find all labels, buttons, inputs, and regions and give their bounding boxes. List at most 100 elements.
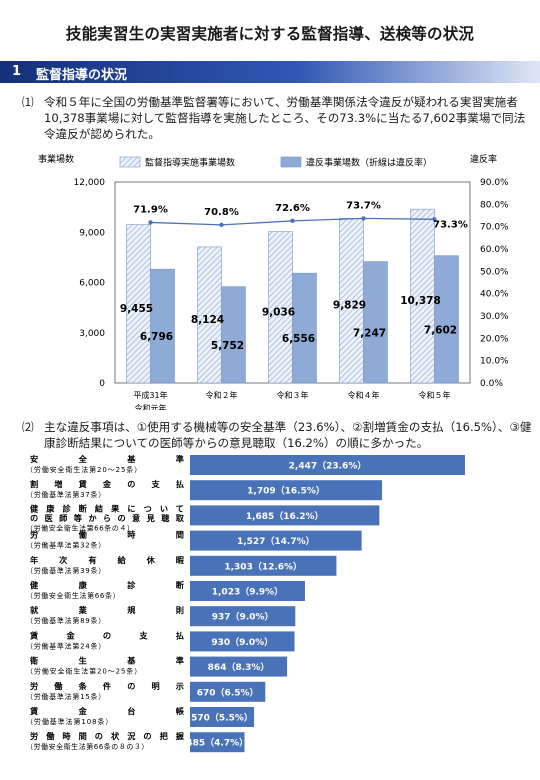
category-label: 令和元年 (135, 403, 167, 410)
bar-inspected (197, 246, 222, 384)
label-inspected: 10,378 (400, 295, 441, 307)
violation-bar (190, 631, 295, 652)
violation-item-label: 賃金の支払 (29, 630, 184, 640)
label-violation: 6,556 (282, 333, 315, 345)
category-label: 令和４年 (348, 390, 380, 400)
label-violation: 6,796 (140, 331, 173, 343)
right-tick-label: 50.0% (480, 267, 509, 277)
label-violation: 5,752 (211, 340, 244, 352)
violation-bar-label: 570（5.5%） (191, 713, 253, 724)
violation-item-law: （労働基準法第24条） (26, 641, 105, 650)
right-tick-label: 60.0% (480, 245, 509, 255)
violation-item-law: （労働安全衛生法第20～25条） (26, 667, 141, 676)
violation-item-label: 年次有給休暇 (30, 555, 185, 565)
violation-item-label: 健康診断結果について (30, 503, 184, 513)
violation-bar-label: 864（8.3%） (208, 662, 270, 673)
right-tick-label: 10.0% (480, 357, 509, 367)
label-violation: 7,247 (353, 327, 386, 339)
violation-bar-label: 485（4.7%） (186, 738, 248, 749)
paragraph-2-text: 主な違反事項は、①使用する機械等の安全基準（23.6%）、②割増賃金の支払（16… (44, 420, 532, 450)
rate-point (290, 218, 295, 224)
rate-label: 70.8% (204, 207, 239, 218)
right-tick-label: 80.0% (480, 200, 509, 210)
left-tick-label: 9,000 (79, 228, 105, 238)
legend-swatch-violation (280, 156, 302, 168)
violation-item-law: （労働基準法第37条） (26, 490, 105, 499)
category-label: 令和３年 (277, 390, 309, 400)
violation-bar (190, 555, 337, 576)
violation-item-label: 割増賃金の支払 (30, 479, 184, 489)
violation-bar (190, 707, 255, 727)
violation-bar-label: 670（6.5%） (197, 687, 259, 698)
bar-inspected (268, 231, 293, 384)
category-label: 令和２年 (206, 390, 238, 400)
section-title: 監督指導の状況 (36, 68, 128, 83)
violation-bar-label: 1,527（14.7%） (237, 536, 315, 547)
violation-item-label: 安全基準 (30, 454, 184, 464)
bar-violation (150, 268, 175, 384)
violation-item-label: 健康診断 (30, 580, 185, 590)
violation-bar (190, 480, 383, 501)
rate-label: 73.7% (346, 200, 381, 211)
category-label: 令和５年 (419, 390, 451, 400)
violation-bar (190, 606, 296, 627)
rate-label: 73.3% (433, 219, 468, 230)
violation-item-law: （労働基準法第89条） (26, 616, 105, 625)
violation-item-label: の医師等からの意見聴取 (30, 513, 185, 523)
violation-item-law: （労働基準法第32条） (26, 541, 105, 550)
violation-bar-label: 1,023（9.9%） (212, 587, 283, 598)
paragraph-2-number: ⑵ (22, 420, 34, 434)
legend-label-violation: 違反事業場数（折線は違反率） (306, 157, 432, 169)
rate-label: 72.6% (275, 203, 310, 214)
violation-item-label: 就業規則 (30, 605, 184, 615)
violation-bar (190, 656, 288, 677)
violation-bar (190, 681, 266, 702)
rate-label: 71.9% (133, 204, 168, 215)
right-tick-label: 70.0% (480, 223, 509, 233)
label-inspected: 9,036 (262, 306, 295, 318)
right-tick-label: 90.0% (480, 178, 509, 188)
bar-violation (363, 261, 388, 384)
violation-bar-label: 930（9.0%） (211, 637, 273, 648)
paragraph-1-text: 令和５年に全国の労働基準監督署等において、労働基準関係法令違反が疑われる実習実施… (44, 95, 526, 141)
page-title: 技能実習生の実習実施者に対する監督指導、送検等の状況 (65, 25, 475, 43)
bar-violation (292, 272, 317, 384)
violation-item-label: 衛生基準 (29, 656, 184, 666)
legend-label-inspected: 監督指導実施事業場数 (145, 157, 235, 169)
label-inspected: 8,124 (191, 314, 224, 326)
rate-point (432, 217, 437, 222)
left-axis-title: 事業場数 (38, 153, 74, 165)
violation-bar-label: 1,303（12.6%） (224, 561, 302, 572)
violation-bar (190, 581, 305, 601)
violation-item-law: （労働安全衛生法第66条の８の３） (26, 742, 148, 751)
violation-item-label: 労働条件の明示 (30, 681, 184, 691)
bar-violation (221, 286, 246, 384)
left-tick-label: 3,000 (79, 329, 105, 339)
bar-violation (434, 255, 459, 384)
violation-bar-label: 1,685（16.2%） (246, 511, 324, 522)
right-tick-label: 30.0% (480, 312, 509, 322)
violation-bar (190, 732, 245, 753)
right-tick-label: 0.0% (480, 379, 503, 389)
legend-swatch-inspected (119, 156, 141, 168)
left-tick-label: 6,000 (79, 279, 105, 289)
inspection-combo-chart: 事業場数 違反率 監督指導実施事業場数 違反事業場数（折線は違反率） 0 3,000 6,0… (38, 153, 509, 410)
right-tick-label: 40.0% (480, 290, 509, 300)
violation-item-law: （労働基準法第108条） (26, 717, 112, 726)
violation-bar (190, 505, 380, 526)
category-label: 平成31年 (133, 390, 167, 400)
violation-bar (190, 530, 362, 551)
rate-point (148, 220, 153, 225)
violation-bar-label: 2,447（23.6%） (289, 461, 367, 472)
left-tick-label: 0 (99, 379, 105, 389)
violation-item-label: 賃金台帳 (29, 706, 185, 716)
violation-bar (190, 455, 465, 475)
rate-point (219, 222, 224, 228)
violation-bar-label: 937（9.0%） (212, 612, 274, 623)
violation-item-label: 労働時間の状況の把握 (30, 731, 185, 741)
violation-item-law: （労働基準法第15条） (26, 692, 105, 701)
section-number: 1 (12, 64, 22, 79)
rate-point (361, 216, 366, 221)
label-inspected: 9,829 (333, 300, 366, 312)
